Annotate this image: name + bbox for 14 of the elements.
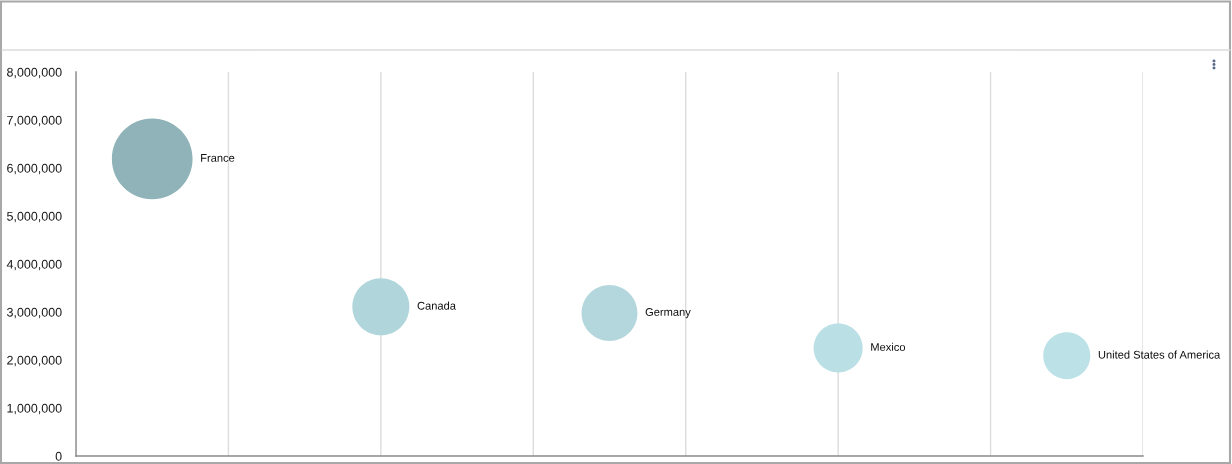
y-tick-label: 6,000,000 bbox=[7, 163, 62, 175]
y-tick-label: 0 bbox=[55, 451, 62, 461]
y-tick-label: 8,000,000 bbox=[7, 67, 62, 79]
y-tick-label: 4,000,000 bbox=[6, 259, 62, 271]
series-label: United States of America bbox=[1098, 350, 1221, 359]
y-tick-label: 5,000,000 bbox=[7, 211, 62, 223]
y-tick-label: 1,000,000 bbox=[7, 403, 62, 415]
y-tick-label: 7,000,000 bbox=[7, 115, 62, 127]
series-label: Germany bbox=[645, 308, 691, 319]
y-tick-label: 3,000,000 bbox=[6, 307, 62, 319]
series-label: France bbox=[201, 154, 235, 162]
y-tick-label: 2,000,000 bbox=[7, 355, 62, 367]
series-label: Mexico bbox=[871, 342, 906, 351]
series-label: Canada bbox=[417, 301, 456, 310]
